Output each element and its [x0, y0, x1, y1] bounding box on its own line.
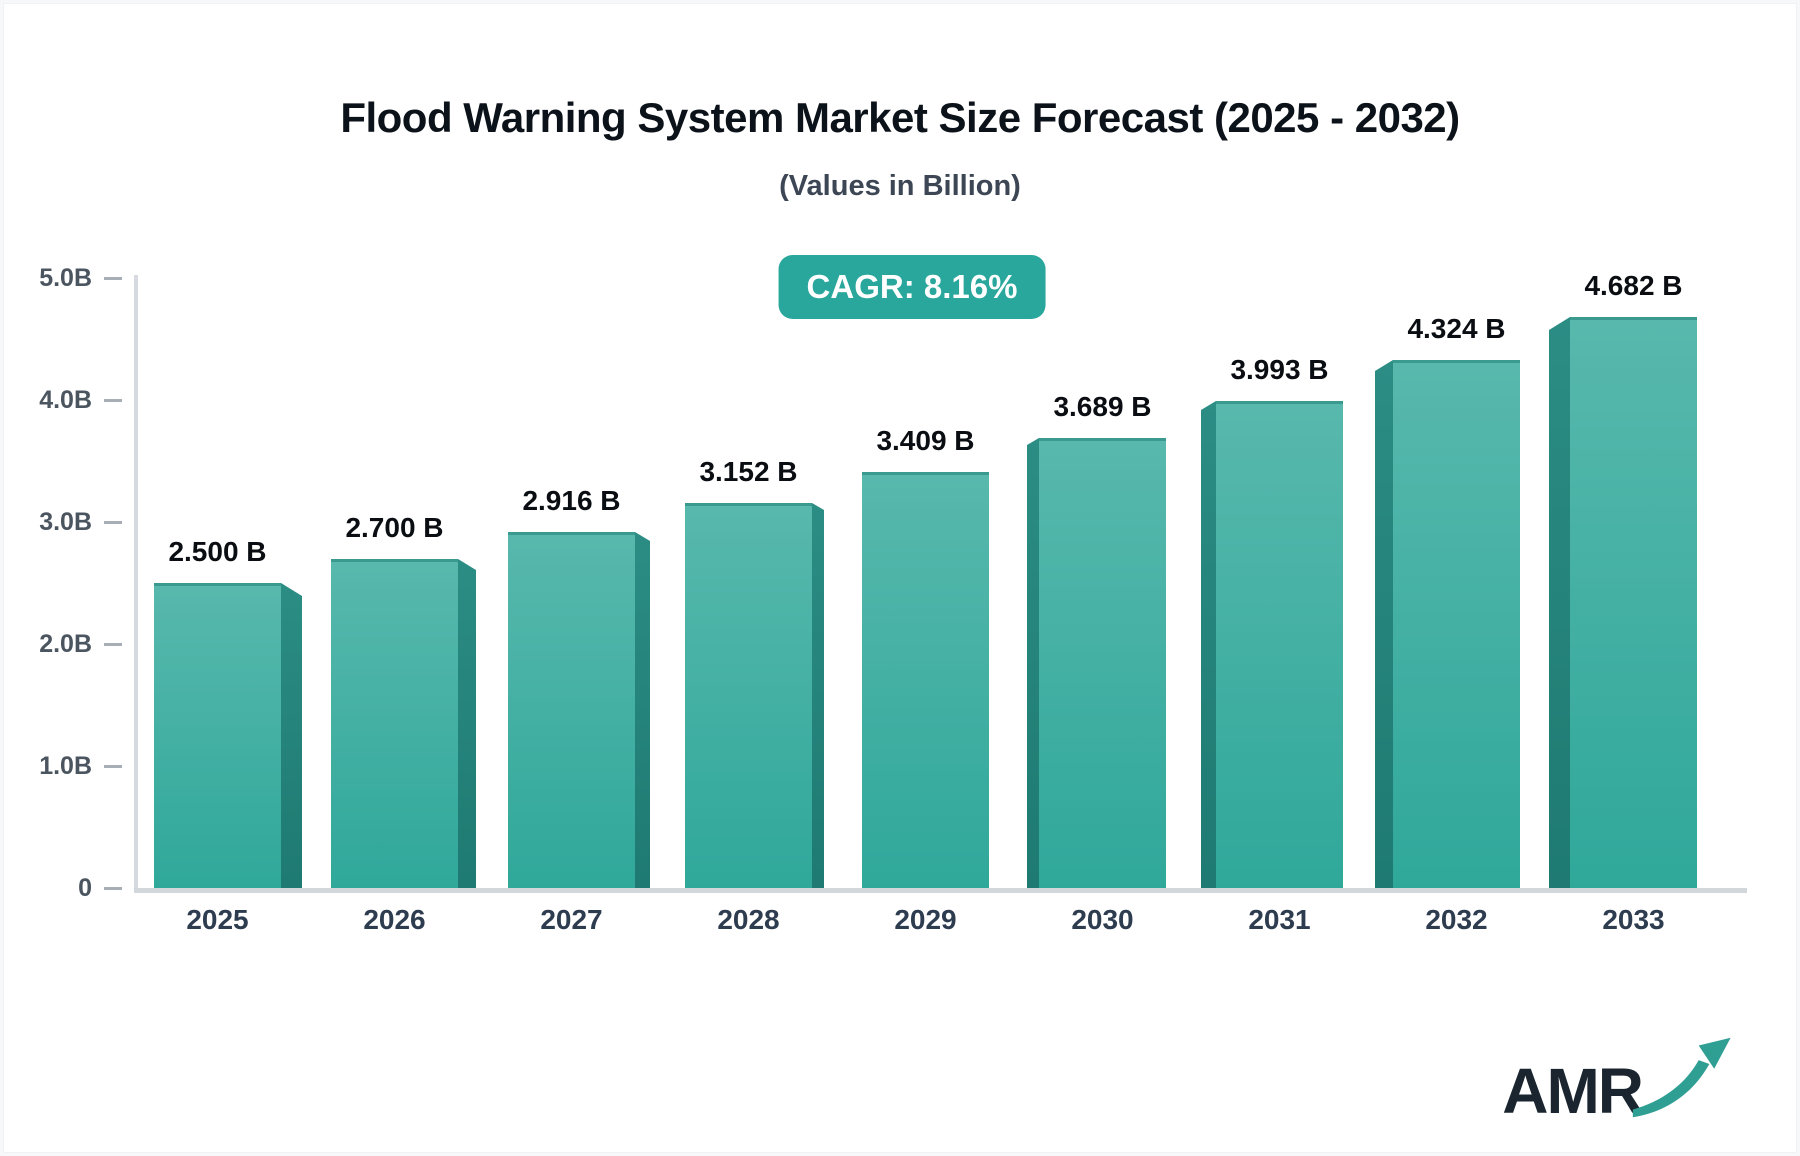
x-axis-label-2025: 2025 [186, 904, 249, 935]
bar-value-label: 4.682 B [1584, 270, 1683, 301]
bar-value-label: 3.409 B [876, 425, 975, 456]
bar-value-label: 3.689 B [1053, 391, 1152, 422]
y-axis-tick [104, 643, 122, 646]
bar-side-face-2028 [812, 503, 824, 888]
trend-up-arrow-icon [1632, 1037, 1731, 1118]
bar-2033 [1570, 317, 1697, 888]
bar-value-label: 2.700 B [345, 512, 444, 543]
x-axis-label-2033: 2033 [1602, 904, 1665, 935]
chart-title: Flood Warning System Market Size Forecas… [340, 94, 1460, 141]
y-axis-tick [104, 277, 122, 280]
bar-side-face-2030 [1027, 438, 1039, 888]
y-axis-tick [104, 887, 122, 890]
y-axis-tick-label: 0 [78, 874, 92, 902]
y-axis-tick [104, 521, 122, 524]
cagr-badge: CAGR: 8.16% [778, 255, 1046, 319]
bar-value-label: 2.500 B [168, 536, 267, 567]
bar-2027 [508, 532, 635, 888]
bar-value-label: 4.324 B [1407, 313, 1506, 344]
bar-2026 [331, 559, 458, 888]
y-axis-tick-label: 2.0B [39, 630, 92, 658]
bar-side-face-2031 [1201, 401, 1216, 888]
amr-logo-text: AMR [1502, 1055, 1644, 1127]
chart-subtitle: (Values in Billion) [779, 170, 1021, 202]
x-axis-label-2028: 2028 [717, 904, 780, 935]
y-axis-tick-label: 4.0B [39, 386, 92, 414]
bar-side-face-2027 [635, 532, 650, 888]
bar-value-label: 3.993 B [1230, 354, 1329, 385]
x-axis-label-2031: 2031 [1248, 904, 1311, 935]
y-axis-tick-label: 1.0B [39, 752, 92, 780]
x-axis-label-2027: 2027 [540, 904, 603, 935]
bar-side-face-2026 [458, 559, 476, 888]
chart-card: Flood Warning System Market Size Forecas… [3, 3, 1797, 1153]
bar-side-face-2032 [1375, 360, 1393, 888]
x-axis-label-2032: 2032 [1425, 904, 1488, 935]
bar-side-face-2025 [281, 583, 302, 888]
x-axis-label-2029: 2029 [894, 904, 957, 935]
bar-2031 [1216, 401, 1343, 888]
bar-2032 [1393, 360, 1520, 888]
bar-2030 [1039, 438, 1166, 888]
bar-2029 [862, 472, 989, 888]
y-axis-tick [104, 399, 122, 402]
y-axis-line [134, 275, 138, 893]
bar-value-label: 3.152 B [699, 456, 798, 487]
x-axis-line [134, 888, 1747, 893]
x-axis-label-2026: 2026 [363, 904, 426, 935]
y-axis-tick-label: 5.0B [39, 264, 92, 292]
bar-2028 [685, 503, 812, 888]
x-axis-label-2030: 2030 [1071, 904, 1134, 935]
bar-2025 [154, 583, 281, 888]
bar-side-face-2033 [1549, 317, 1570, 888]
bar-value-label: 2.916 B [522, 485, 621, 516]
y-axis-tick-label: 3.0B [39, 508, 92, 536]
y-axis-tick [104, 765, 122, 768]
amr-logo: AMR [1502, 1032, 1748, 1130]
